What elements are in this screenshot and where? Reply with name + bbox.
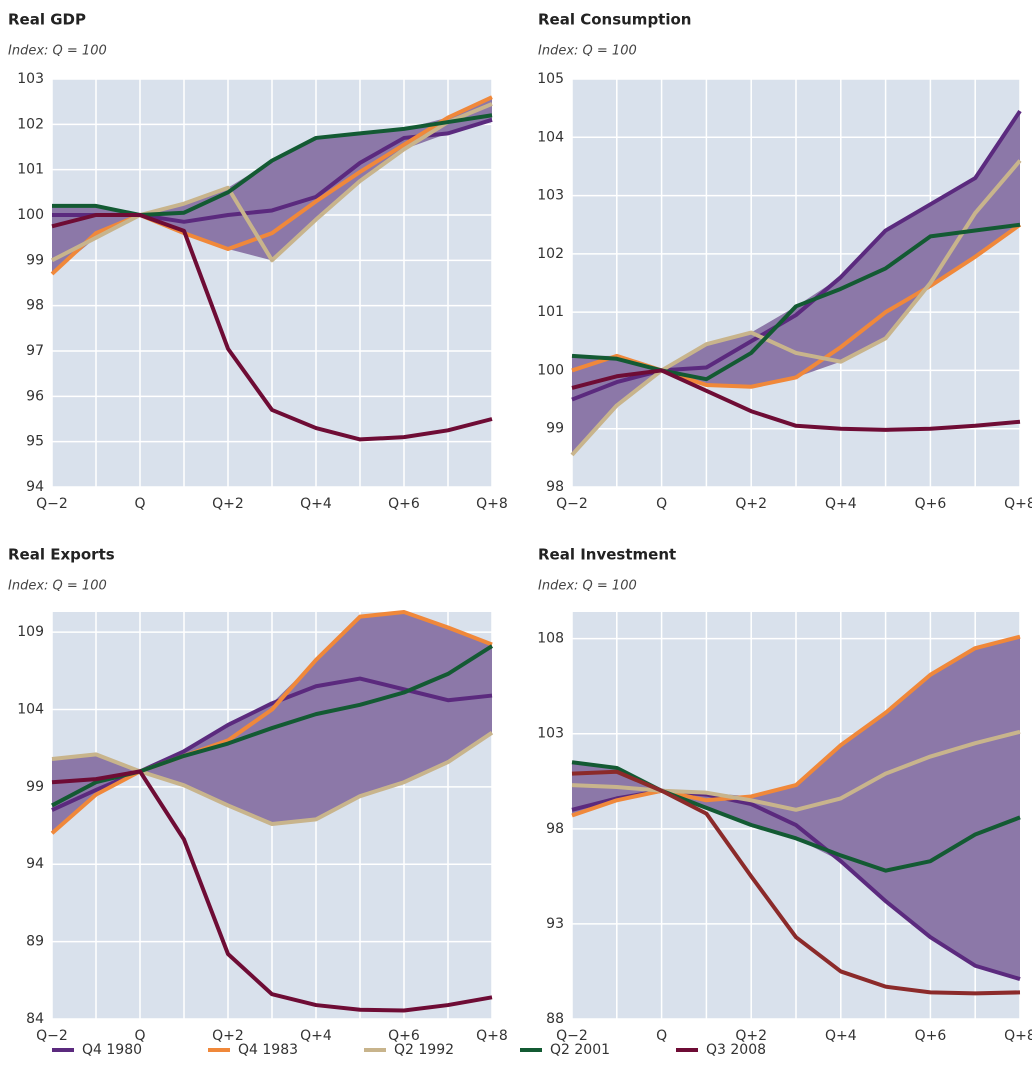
y-tick-label: 100 xyxy=(537,362,564,378)
x-tick-label: Q+6 xyxy=(388,496,420,512)
y-tick-label: 99 xyxy=(26,779,44,795)
x-tick-label: Q+4 xyxy=(825,1028,857,1044)
y-tick-label: 103 xyxy=(537,188,564,204)
y-tick-label: 94 xyxy=(26,479,44,495)
series-line xyxy=(51,769,493,1013)
x-tick-label: Q+2 xyxy=(212,496,244,512)
x-tick-label: Q−2 xyxy=(556,1028,588,1044)
chart-title: Real Investment xyxy=(538,546,676,564)
chart-subtitle: Index: Q = 100 xyxy=(538,44,637,59)
series-line xyxy=(571,368,1021,432)
y-tick-label: 97 xyxy=(26,343,44,359)
y-tick-label: 103 xyxy=(17,71,44,87)
x-tick-label: Q+8 xyxy=(1004,496,1032,512)
series-line xyxy=(570,159,1022,457)
chart-title: Real GDP xyxy=(8,11,86,29)
y-tick-label: 99 xyxy=(26,252,44,268)
x-tick-label: Q xyxy=(656,496,667,512)
x-tick-label: Q−2 xyxy=(556,496,588,512)
y-tick-label: 102 xyxy=(537,246,564,262)
x-tick-label: Q+6 xyxy=(915,1028,947,1044)
x-tick-label: Q−2 xyxy=(36,496,68,512)
series-line xyxy=(571,729,1021,812)
x-tick-label: Q+2 xyxy=(735,496,767,512)
y-tick-label: 109 xyxy=(17,624,44,640)
legend-label: Q2 1992 xyxy=(394,1042,454,1058)
chart-title: Real Exports xyxy=(8,546,115,564)
series-line xyxy=(51,213,493,442)
x-tick-label: Q−2 xyxy=(36,1028,68,1044)
legend-label: Q2 2001 xyxy=(550,1042,610,1058)
series-line xyxy=(51,102,493,263)
x-tick-label: Q+4 xyxy=(825,496,857,512)
chart-subtitle: Index: Q = 100 xyxy=(8,579,107,594)
series-line xyxy=(50,610,493,835)
chart-subtitle: Index: Q = 100 xyxy=(538,579,637,594)
x-tick-label: Q+2 xyxy=(735,1028,767,1044)
x-tick-label: Q xyxy=(656,1028,667,1044)
x-tick-label: Q xyxy=(134,496,145,512)
y-tick-label: 103 xyxy=(537,726,564,742)
series-line xyxy=(51,731,494,827)
y-tick-label: 98 xyxy=(26,298,44,314)
x-tick-label: Q+4 xyxy=(300,1028,332,1044)
y-tick-label: 96 xyxy=(26,388,44,404)
y-tick-label: 108 xyxy=(537,631,564,647)
x-tick-label: Q+8 xyxy=(1004,1028,1032,1044)
chart-title: Real Consumption xyxy=(538,11,691,29)
series-line xyxy=(571,634,1021,818)
y-tick-label: 89 xyxy=(26,934,44,950)
x-tick-label: Q+2 xyxy=(212,1028,244,1044)
x-tick-label: Q+6 xyxy=(915,496,947,512)
x-tick-label: Q+8 xyxy=(476,496,508,512)
y-tick-label: 99 xyxy=(546,421,564,437)
series-line xyxy=(571,222,1021,382)
y-tick-label: 105 xyxy=(537,71,564,87)
y-tick-label: 102 xyxy=(17,116,44,132)
y-tick-label: 88 xyxy=(546,1011,564,1027)
legend-label: Q4 1983 xyxy=(238,1042,298,1058)
x-tick-label: Q+6 xyxy=(388,1028,420,1044)
legend-label: Q3 2008 xyxy=(706,1042,766,1058)
x-tick-label: Q xyxy=(134,1028,145,1044)
y-tick-label: 95 xyxy=(26,434,44,450)
range-band xyxy=(52,97,492,274)
y-tick-label: 104 xyxy=(537,129,564,145)
y-tick-label: 101 xyxy=(537,304,564,320)
y-tick-label: 93 xyxy=(546,916,564,932)
chart-subtitle: Index: Q = 100 xyxy=(8,44,107,59)
series-line xyxy=(571,769,1021,996)
y-tick-label: 104 xyxy=(17,701,44,717)
y-tick-label: 94 xyxy=(26,856,44,872)
x-tick-label: Q+8 xyxy=(476,1028,508,1044)
y-tick-label: 84 xyxy=(26,1011,44,1027)
y-tick-label: 100 xyxy=(17,207,44,223)
x-tick-label: Q+4 xyxy=(300,496,332,512)
series-line xyxy=(52,113,493,217)
y-tick-label: 98 xyxy=(546,821,564,837)
y-tick-label: 98 xyxy=(546,479,564,495)
y-tick-label: 101 xyxy=(17,162,44,178)
legend-label: Q4 1980 xyxy=(82,1042,142,1058)
